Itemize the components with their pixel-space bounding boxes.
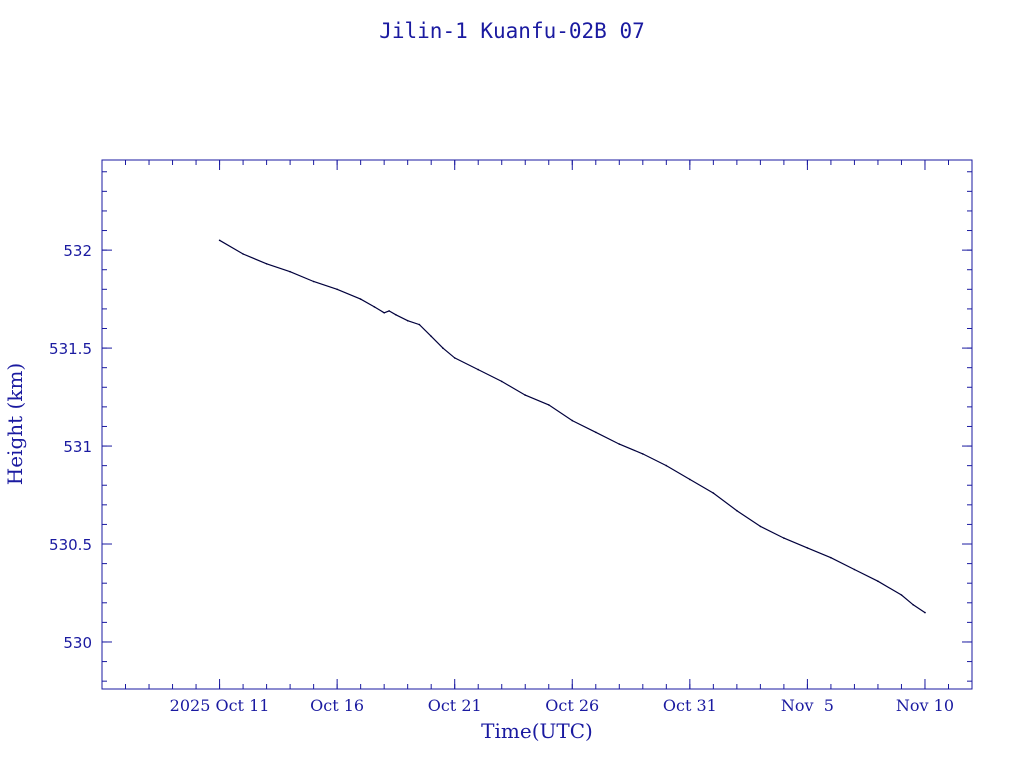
y-tick-label: 530 — [63, 634, 92, 652]
data-point — [336, 288, 338, 291]
chart-title: Jilin-1 Kuanfu-02B 07 — [379, 19, 645, 43]
data-point — [500, 380, 503, 383]
data-point — [453, 357, 456, 359]
y-axis-ticks: 530 530.5 531 531.5 532 — [49, 242, 972, 652]
data-point — [383, 312, 386, 314]
data-point — [912, 604, 914, 606]
x-tick-label: Nov 10 — [896, 696, 954, 715]
data-point — [524, 394, 526, 396]
data-point — [618, 443, 621, 445]
data-point — [242, 253, 244, 255]
data-point — [900, 594, 903, 596]
x-tick-label: 2025 Oct 11 — [170, 696, 270, 715]
plot-frame — [101, 159, 973, 690]
y-tick-label: 530.5 — [49, 536, 92, 554]
data-point — [783, 537, 785, 539]
data-point — [430, 335, 433, 338]
data-point — [877, 580, 879, 582]
data-point — [477, 368, 480, 371]
data-point — [665, 464, 668, 467]
data-point — [642, 453, 644, 455]
x-axis-ticks: 2025 Oct 11 Oct 16 Oct 21 Oct 26 Oct 31 Nov 5… — [170, 160, 954, 715]
data-point — [406, 319, 409, 322]
x-tick-label: Oct 16 — [310, 696, 364, 715]
x-tick-label: Oct 31 — [663, 696, 717, 715]
data-point — [312, 280, 315, 283]
x-tick-label: Oct 21 — [428, 696, 482, 715]
data-point — [442, 347, 444, 349]
series-points — [218, 239, 926, 614]
x-tick-label: Oct 26 — [545, 696, 599, 715]
data-point — [924, 611, 926, 614]
data-point — [853, 568, 856, 571]
data-point — [265, 263, 268, 265]
data-point — [289, 270, 291, 273]
x-axis-label: Time(UTC) — [481, 719, 593, 743]
data-point — [571, 419, 574, 422]
minor-ticks — [101, 160, 973, 689]
data-point — [548, 404, 550, 406]
data-point — [373, 306, 376, 308]
x-tick-label: Nov 5 — [781, 696, 834, 715]
data-point — [595, 431, 597, 434]
y-axis-label: Height (km) — [3, 363, 27, 485]
y-tick-label: 531.5 — [49, 340, 92, 358]
data-point — [830, 556, 832, 559]
data-point — [359, 298, 362, 300]
data-point — [395, 314, 397, 316]
data-point — [759, 525, 762, 528]
data-point — [418, 323, 421, 326]
data-point — [218, 239, 221, 242]
y-tick-label: 532 — [63, 242, 92, 260]
data-point — [806, 547, 809, 549]
y-tick-label: 531 — [63, 438, 92, 456]
data-point — [736, 509, 738, 512]
data-point — [712, 492, 715, 494]
data-point — [388, 310, 390, 312]
series-line-height — [219, 239, 926, 614]
data-point — [689, 478, 691, 481]
